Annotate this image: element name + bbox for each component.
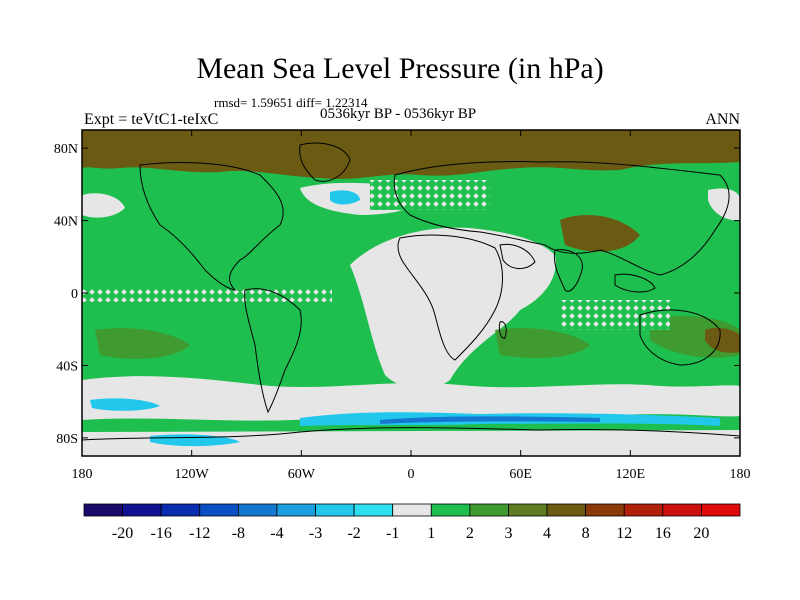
colorbar-swatch — [276, 503, 316, 517]
lat-label: 0 — [71, 287, 78, 302]
coastlines — [82, 142, 740, 441]
colorbar-label: -12 — [189, 525, 210, 542]
colorbar-swatch — [585, 503, 625, 517]
atlantic-light-field — [350, 227, 556, 390]
colorbar-swatch — [662, 503, 702, 517]
north-cap-field — [82, 130, 740, 179]
colorbar-label: 12 — [616, 525, 632, 542]
colorbar-label: -8 — [232, 525, 245, 542]
colorbar-swatch — [199, 503, 239, 517]
lon-label: 0 — [408, 467, 415, 482]
colorbar-label: -1 — [386, 525, 399, 542]
season-label: ANN — [705, 111, 740, 128]
colorbar-label: 16 — [655, 525, 671, 542]
lon-label: 120W — [175, 467, 210, 482]
colorbar-label: 8 — [582, 525, 590, 542]
colorbar-label: 20 — [693, 525, 709, 542]
lon-label: 60E — [509, 467, 532, 482]
colorbar-label: 3 — [504, 525, 512, 542]
colorbar-swatch — [237, 503, 278, 517]
colorbar-swatch — [315, 503, 355, 517]
colorbar-swatch — [623, 503, 664, 517]
lon-label: 180 — [730, 467, 751, 482]
colorbar-swatch — [122, 503, 162, 517]
colorbar: -20 -16 -12 -8 -4 -3 -2 -1 1 2 3 4 8 12 16 20 — [83, 503, 741, 542]
colorbar-swatch — [701, 503, 741, 517]
stats-text: rmsd= 1.59651 diff= 1.22314 — [214, 95, 368, 110]
colorbar-label: -20 — [112, 525, 133, 542]
colorbar-swatch — [430, 503, 471, 517]
colorbar-label: -3 — [309, 525, 322, 542]
colorbar-swatch — [508, 503, 548, 517]
colorbar-swatch — [469, 503, 509, 517]
colorbar-swatch — [83, 503, 123, 517]
colorbar-label: -4 — [270, 525, 283, 542]
experiment-label: Expt = teVtC1-teIxC — [84, 111, 219, 128]
longitude-axis: 180 120W 60W 0 60E 120E 180 — [72, 130, 751, 482]
colorbar-label: -16 — [151, 525, 172, 542]
colorbar-label: 4 — [543, 525, 551, 542]
period-label: 0536kyr BP - 0536kyr BP — [320, 106, 477, 122]
map-title: Mean Sea Level Pressure (in hPa) — [196, 52, 604, 85]
lat-label: 40N — [54, 215, 78, 230]
colorbar-swatch — [392, 503, 432, 517]
colorbar-label: -2 — [347, 525, 360, 542]
colorbar-swatch — [546, 503, 587, 517]
field-layer — [82, 130, 740, 456]
lat-label: 80N — [54, 142, 78, 157]
lat-label: 80S — [56, 432, 78, 447]
lon-label: 180 — [72, 467, 93, 482]
lat-label: 40S — [56, 359, 78, 374]
colorbar-label: 1 — [427, 525, 435, 542]
colorbar-swatch — [160, 503, 201, 517]
colorbar-swatch — [353, 503, 394, 517]
lon-label: 60W — [288, 467, 316, 482]
colorbar-label: 2 — [466, 525, 474, 542]
lon-label: 120E — [616, 467, 646, 482]
latitude-axis: 80N 40N 0 40S 80S — [54, 142, 740, 447]
